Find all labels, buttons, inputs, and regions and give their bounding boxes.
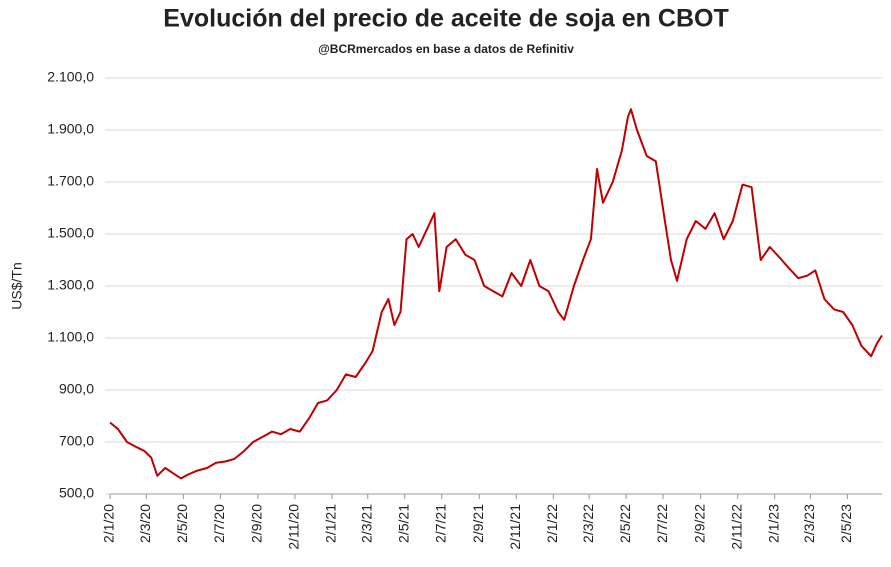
x-tick-label: 2/9/20 xyxy=(249,504,265,543)
x-tick-label: 2/7/21 xyxy=(432,504,448,543)
x-tick-label: 2/5/20 xyxy=(174,504,190,543)
x-tick-label: 2/9/21 xyxy=(470,504,486,543)
x-tick-label: 2/11/22 xyxy=(728,504,744,550)
x-tick-label: 2/1/22 xyxy=(544,504,560,543)
x-tick-label: 2/7/20 xyxy=(211,504,227,543)
y-tick-label: 1.500,0 xyxy=(47,225,94,241)
x-tick-label: 2/7/22 xyxy=(654,504,670,543)
y-tick-label: 1.300,0 xyxy=(47,277,94,293)
y-tick-label: 700,0 xyxy=(59,433,94,449)
chart-title: Evolución del precio de aceite de soja e… xyxy=(163,5,728,33)
y-tick-label: 2.100,0 xyxy=(47,69,94,85)
x-tick-label: 2/3/21 xyxy=(358,504,374,543)
x-tick-label: 2/5/21 xyxy=(395,504,411,543)
y-axis-label: US$/Tn xyxy=(9,262,25,309)
x-tick-label: 2/1/21 xyxy=(323,504,339,543)
y-tick-label: 1.700,0 xyxy=(47,173,94,189)
x-tick-label: 2/3/20 xyxy=(137,504,153,543)
x-tick-label: 2/11/20 xyxy=(286,504,302,550)
x-tick-label: 2/3/23 xyxy=(801,504,817,543)
y-tick-label: 900,0 xyxy=(59,381,94,397)
x-tick-label: 2/5/22 xyxy=(617,504,633,543)
x-tick-label: 2/11/21 xyxy=(507,504,523,550)
x-tick-label: 2/1/20 xyxy=(101,504,117,543)
y-tick-label: 1.100,0 xyxy=(47,329,94,345)
chart-subtitle: @BCRmercados en base a datos de Refiniti… xyxy=(318,42,574,56)
y-tick-label: 1.900,0 xyxy=(47,121,94,137)
series-line xyxy=(109,108,883,480)
x-tick-label: 2/9/22 xyxy=(691,504,707,543)
y-tick-label: 500,0 xyxy=(59,485,94,501)
x-tick-label: 2/5/23 xyxy=(838,504,854,543)
x-tick-label: 2/1/23 xyxy=(765,504,781,543)
x-tick-label: 2/3/22 xyxy=(580,504,596,543)
